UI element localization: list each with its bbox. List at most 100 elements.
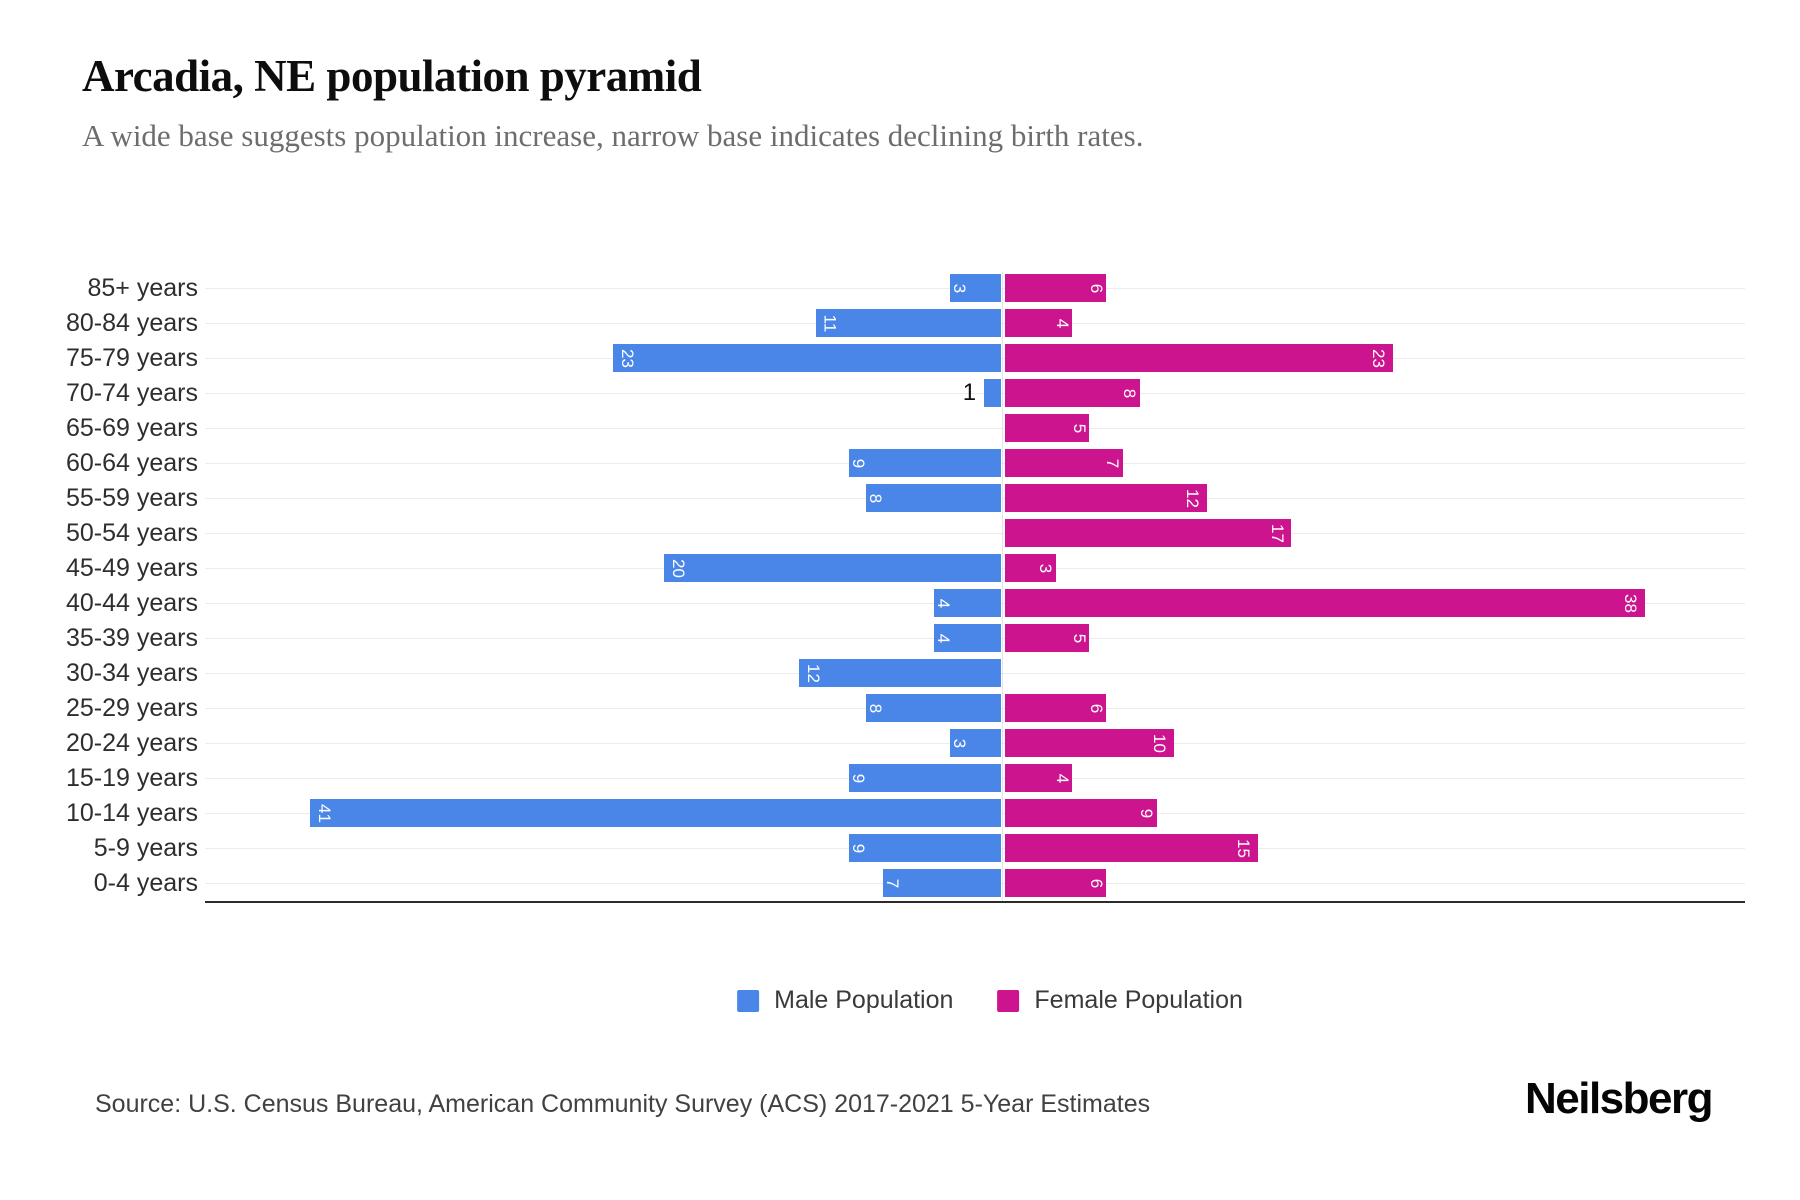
female-bar-value: 10 — [1149, 733, 1169, 753]
male-bar-value: 3 — [950, 283, 970, 293]
male-bar-value: 41 — [315, 803, 335, 823]
male-bar: 12 — [798, 659, 1001, 687]
male-bar: 20 — [664, 554, 1001, 582]
female-bar: 5 — [1005, 414, 1090, 442]
male-bar-value: 9 — [849, 458, 869, 468]
male-bar-value: 9 — [849, 773, 869, 783]
female-bar-value: 15 — [1233, 838, 1253, 858]
male-bar-value-outside: 1 — [962, 379, 977, 406]
chart-subtitle: A wide base suggests population increase… — [82, 118, 1144, 153]
y-axis-label: 65-69 years — [65, 414, 198, 442]
zero-axis-line — [1002, 272, 1003, 902]
male-bar-value: 4 — [933, 598, 953, 608]
female-bar: 10 — [1005, 729, 1174, 757]
y-axis-label: 15-19 years — [65, 764, 198, 792]
y-axis-label: 10-14 years — [65, 799, 198, 827]
female-bar: 17 — [1005, 519, 1292, 547]
male-bar: 8 — [866, 694, 1001, 722]
x-axis-line — [205, 901, 1745, 903]
y-axis-label: 30-34 years — [65, 659, 198, 687]
female-bar: 5 — [1005, 624, 1090, 652]
legend: Male Population Female Population — [737, 986, 1243, 1015]
female-bar-value: 17 — [1267, 523, 1287, 543]
y-axis-label: 55-59 years — [65, 484, 198, 512]
male-legend-label: Male Population — [774, 986, 954, 1014]
male-bar-value: 8 — [866, 493, 886, 503]
male-bar: 23 — [613, 344, 1001, 372]
y-axis-label: 60-64 years — [65, 449, 198, 477]
female-bar-value: 4 — [1053, 318, 1073, 328]
male-bar: 4 — [933, 624, 1001, 652]
female-bar-value: 9 — [1137, 808, 1157, 818]
male-bar-value: 23 — [618, 348, 638, 368]
brand-logo: Neilsberg — [1524, 1074, 1714, 1123]
male-bar: 3 — [950, 729, 1001, 757]
female-bar-value: 5 — [1070, 633, 1090, 643]
y-axis-label: 35-39 years — [65, 624, 198, 652]
y-axis-label: 0-4 years — [93, 869, 198, 897]
y-axis-label: 85+ years — [87, 274, 199, 302]
female-bar: 15 — [1005, 834, 1258, 862]
y-axis-label: 80-84 years — [65, 309, 198, 337]
female-bar-value: 6 — [1086, 878, 1106, 888]
female-bar: 23 — [1005, 344, 1393, 372]
male-bar: 9 — [849, 449, 1001, 477]
female-bar: 12 — [1005, 484, 1208, 512]
female-bar-value: 6 — [1086, 703, 1106, 713]
female-bar: 8 — [1005, 379, 1140, 407]
male-bar — [984, 379, 1001, 407]
male-bar-value: 12 — [803, 663, 823, 683]
row-gridline — [205, 532, 1745, 534]
male-bar: 41 — [310, 799, 1001, 827]
male-bar-value: 8 — [866, 703, 886, 713]
male-bar: 8 — [866, 484, 1001, 512]
female-bar: 4 — [1005, 764, 1073, 792]
male-bar-value: 20 — [668, 558, 688, 578]
y-axis-label: 50-54 years — [65, 519, 198, 547]
female-bar-value: 4 — [1053, 773, 1073, 783]
female-bar: 6 — [1005, 869, 1107, 897]
male-bar: 11 — [815, 309, 1001, 337]
female-bar: 9 — [1005, 799, 1157, 827]
female-bar-value: 6 — [1086, 283, 1106, 293]
female-bar-value: 12 — [1183, 488, 1203, 508]
y-axis-label: 70-74 years — [65, 379, 198, 407]
female-bar: 6 — [1005, 274, 1107, 302]
chart-title: Arcadia, NE population pyramid — [82, 51, 702, 101]
y-axis-label: 40-44 years — [65, 589, 198, 617]
row-gridline — [205, 427, 1745, 429]
female-legend-label: Female Population — [1034, 986, 1243, 1014]
male-legend-swatch — [737, 989, 760, 1012]
source-attribution: Source: U.S. Census Bureau, American Com… — [95, 1090, 1151, 1118]
female-bar: 3 — [1005, 554, 1056, 582]
male-bar: 4 — [933, 589, 1001, 617]
female-bar-value: 5 — [1070, 423, 1090, 433]
row-gridline — [205, 392, 1745, 394]
female-bar: 4 — [1005, 309, 1073, 337]
male-bar-value: 9 — [849, 843, 869, 853]
y-axis-label: 5-9 years — [93, 834, 198, 862]
male-bar-value: 3 — [950, 738, 970, 748]
female-bar-value: 3 — [1036, 563, 1056, 573]
female-bar: 38 — [1005, 589, 1646, 617]
legend-item-male: Male Population — [737, 986, 953, 1015]
y-axis-label: 75-79 years — [65, 344, 198, 372]
y-axis-label: 25-29 years — [65, 694, 198, 722]
male-bar: 3 — [950, 274, 1001, 302]
female-bar-value: 23 — [1368, 348, 1388, 368]
male-bar-value: 4 — [933, 633, 953, 643]
female-bar: 7 — [1005, 449, 1123, 477]
female-bar: 6 — [1005, 694, 1107, 722]
female-bar-value: 38 — [1621, 593, 1641, 613]
female-legend-swatch — [997, 989, 1020, 1012]
male-bar: 9 — [849, 764, 1001, 792]
male-bar-value: 7 — [883, 878, 903, 888]
y-axis-label: 20-24 years — [65, 729, 198, 757]
male-bar-value: 11 — [819, 314, 839, 332]
male-bar: 9 — [849, 834, 1001, 862]
female-bar-value: 7 — [1103, 458, 1123, 468]
male-bar: 7 — [883, 869, 1001, 897]
legend-item-female: Female Population — [997, 986, 1243, 1015]
